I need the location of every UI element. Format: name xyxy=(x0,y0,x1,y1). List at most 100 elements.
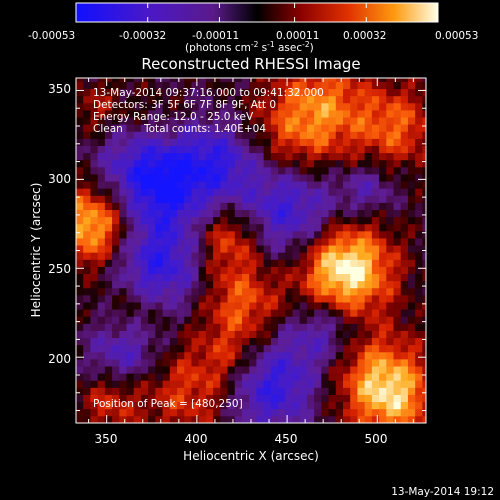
heatmap-cell xyxy=(350,337,358,346)
heatmap-cell xyxy=(90,273,99,282)
heatmap-cell xyxy=(213,344,221,353)
heatmap-cell xyxy=(379,302,387,310)
heatmap-cell xyxy=(407,273,416,282)
heatmap-cell xyxy=(119,387,127,395)
heatmap-cell xyxy=(270,415,279,423)
heatmap-cell xyxy=(213,401,221,410)
heatmap-cell xyxy=(241,280,250,289)
heatmap-cell xyxy=(133,223,142,232)
heatmap-cell xyxy=(422,145,426,154)
heatmap-cell xyxy=(191,252,200,260)
heatmap-cell xyxy=(306,380,315,388)
heatmap-cell xyxy=(270,188,279,196)
heatmap-cell xyxy=(104,401,113,410)
heatmap-cell xyxy=(314,280,322,289)
heatmap-cell xyxy=(422,252,426,260)
heatmap-cell xyxy=(357,408,366,417)
heatmap-cell xyxy=(220,138,228,146)
heatmap-cell xyxy=(263,358,272,367)
x-tick-labels: 350 400 450 500 xyxy=(95,432,388,446)
heatmap-cell xyxy=(335,344,344,353)
heatmap-cell xyxy=(249,415,257,423)
heatmap-cell xyxy=(104,230,113,239)
heatmap-cell xyxy=(241,273,250,282)
heatmap-cell xyxy=(162,209,171,218)
heatmap-cell xyxy=(234,394,243,403)
colorbar-tick-label: 0.00011 xyxy=(276,30,319,42)
heatmap-cell xyxy=(357,337,366,346)
heatmap-cell xyxy=(321,373,329,381)
heatmap-cell xyxy=(184,358,192,367)
heatmap-cell xyxy=(234,302,243,310)
heatmap-cell xyxy=(415,358,423,367)
heatmap-cell xyxy=(292,188,301,196)
heatmap-cell xyxy=(278,95,286,104)
heatmap-cell xyxy=(415,131,423,139)
heatmap-cell xyxy=(169,216,178,225)
heatmap-cell xyxy=(119,415,127,423)
heatmap-cell xyxy=(227,159,236,168)
x-tick-label: 500 xyxy=(365,432,388,446)
heatmap-cell xyxy=(393,294,402,303)
heatmap-cell xyxy=(220,223,228,232)
heatmap-cell xyxy=(162,408,171,417)
heatmap-cell xyxy=(415,209,423,218)
heatmap-cell xyxy=(184,316,192,324)
heatmap-cell xyxy=(422,351,426,360)
heatmap-cell xyxy=(227,287,236,296)
heatmap-cell xyxy=(241,138,250,146)
heatmap-cell xyxy=(205,394,214,403)
heatmap-cell xyxy=(343,230,351,239)
heatmap-cell xyxy=(335,117,344,125)
heatmap-cell xyxy=(112,110,120,118)
heatmap-cell xyxy=(285,316,293,324)
heatmap-cell xyxy=(335,202,344,210)
heatmap-cell xyxy=(357,159,366,168)
heatmap-cell xyxy=(140,188,149,196)
heatmap-cell xyxy=(177,344,185,353)
heatmap-cell xyxy=(422,188,426,196)
heatmap-cell xyxy=(104,166,113,175)
heatmap-cell xyxy=(386,287,394,296)
heatmap-cell xyxy=(321,102,329,111)
heatmap-cell xyxy=(162,302,171,310)
heatmap-cell xyxy=(119,78,127,82)
heatmap-cell xyxy=(249,287,257,296)
heatmap-cell xyxy=(371,117,380,125)
heatmap-cell xyxy=(278,266,286,275)
heatmap-cell xyxy=(364,380,373,388)
heatmap-cell xyxy=(104,337,113,346)
heatmap-cell xyxy=(119,294,127,303)
heatmap-cell xyxy=(169,110,178,118)
heatmap-cell xyxy=(133,252,142,260)
heatmap-cell xyxy=(422,88,426,97)
heatmap-cell xyxy=(104,408,113,417)
heatmap-cell xyxy=(249,188,257,196)
heatmap-cell xyxy=(112,188,120,196)
heatmap-cell xyxy=(177,408,185,417)
heatmap-cell xyxy=(126,188,135,196)
heatmap-cell xyxy=(422,344,426,353)
heatmap-cell xyxy=(205,373,214,381)
heatmap-cell xyxy=(133,302,142,310)
heatmap-cell xyxy=(357,174,366,182)
heatmap-cell xyxy=(285,209,293,218)
heatmap-cell xyxy=(263,110,272,118)
heatmap-cell xyxy=(112,252,120,260)
heatmap-cell xyxy=(97,102,106,111)
heatmap-cell xyxy=(328,110,337,118)
heatmap-cell xyxy=(162,78,171,82)
heatmap-cell xyxy=(379,316,387,324)
heatmap-cell xyxy=(292,174,301,182)
heatmap-cell xyxy=(256,344,265,353)
heatmap-cell xyxy=(314,330,322,339)
heatmap-cell xyxy=(112,387,120,395)
heatmap-cell xyxy=(241,145,250,154)
heatmap-cell xyxy=(198,159,207,168)
heatmap-cell xyxy=(148,316,156,324)
heatmap-cell xyxy=(335,302,344,310)
heatmap-cell xyxy=(184,415,192,423)
heatmap-cell xyxy=(386,309,394,317)
heatmap-cell xyxy=(198,280,207,289)
heatmap-cell xyxy=(321,181,329,189)
